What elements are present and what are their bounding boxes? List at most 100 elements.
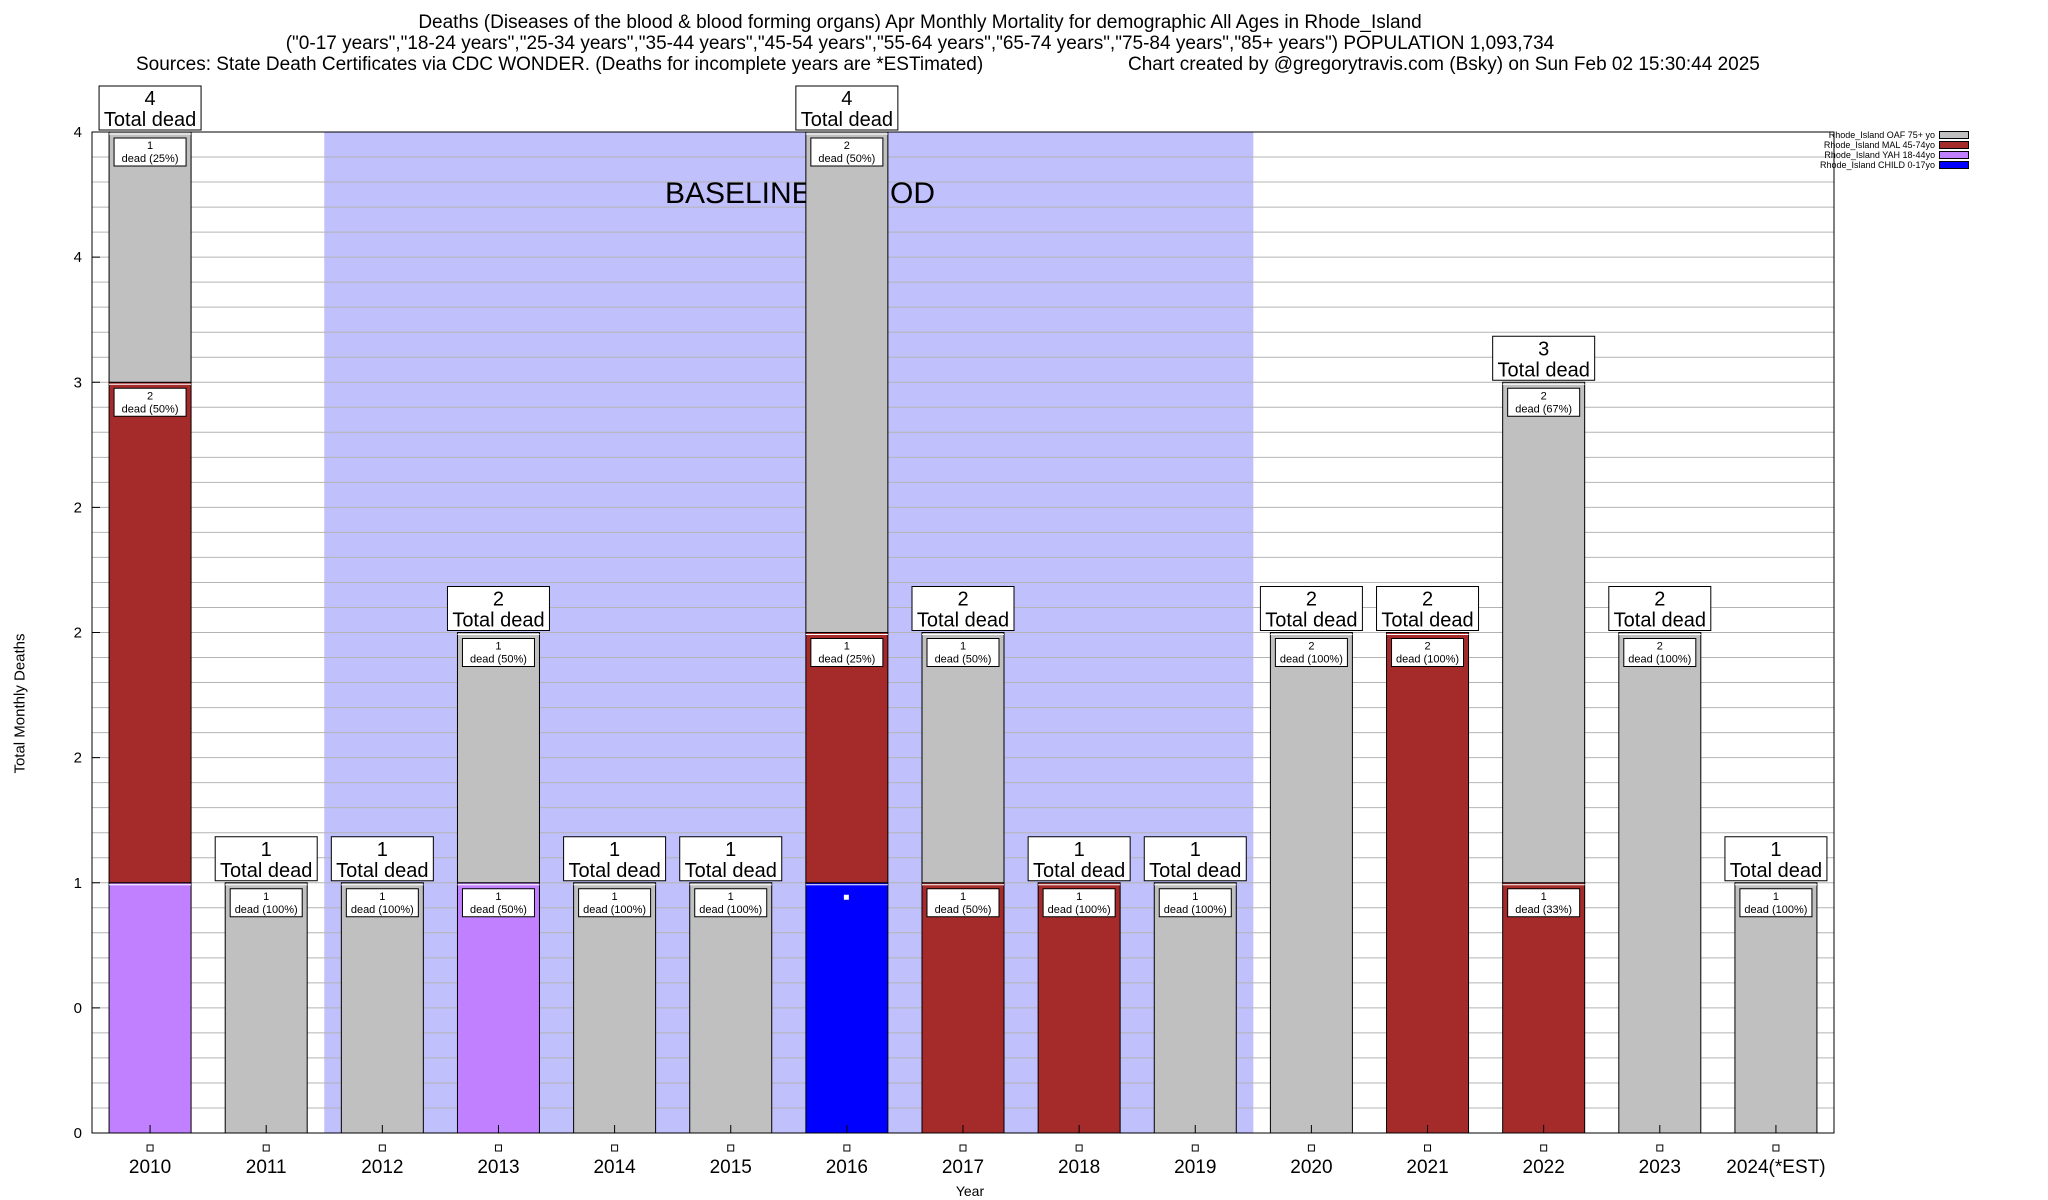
bar-segment <box>1502 381 1586 884</box>
segment-label-box <box>1507 888 1581 918</box>
legend-label: Rhode_Island CHILD 0-17yo <box>1820 160 1936 170</box>
total-label-count: 2 <box>493 589 504 611</box>
segment-label-box <box>926 888 1000 918</box>
total-label-text: Total dead <box>1381 610 1473 632</box>
total-label-count: 4 <box>145 88 156 110</box>
segment-label-box <box>229 888 303 918</box>
legend-item: Rhode_Island CHILD 0-17yo <box>1820 160 1970 170</box>
x-tick-label: 2023 <box>1639 1157 1681 1178</box>
x-tick-label: 2011 <box>246 1157 287 1178</box>
legend-item: Rhode_Island YAH 18-44yo <box>1820 150 1970 160</box>
x-marker <box>1191 1144 1199 1152</box>
x-tick-label: 2019 <box>1174 1157 1216 1178</box>
legend-item: Rhode_Island OAF 75+ yo <box>1820 130 1970 140</box>
total-label-box <box>214 836 318 882</box>
bar-segment <box>224 882 308 1134</box>
x-marker <box>1307 1144 1315 1152</box>
total-label-box <box>1492 335 1596 381</box>
total-label-text: Total dead <box>1033 860 1125 882</box>
total-label-text: Total dead <box>336 860 428 882</box>
total-label-text: Total dead <box>568 860 660 882</box>
segment-label-count: 1 <box>960 641 966 653</box>
total-label-text: Total dead <box>1149 860 1241 882</box>
segment-label-percent: dead (100%) <box>1396 654 1459 666</box>
total-label-count: 1 <box>1190 839 1201 861</box>
x-marker <box>727 1144 735 1152</box>
segment-label-count: 1 <box>263 891 269 903</box>
segment-label-count: 1 <box>844 641 850 653</box>
bar-segment <box>921 882 1005 1134</box>
x-marker <box>611 1144 619 1152</box>
segment-label-count: 1 <box>1541 891 1547 903</box>
x-marker <box>959 1144 967 1152</box>
chart-credit: Chart created by @gregorytravis.com (Bsk… <box>1128 54 1760 75</box>
bar-segment <box>456 632 540 884</box>
segment-label-percent: dead (100%) <box>1280 654 1343 666</box>
segment-label-count: 1 <box>728 891 734 903</box>
total-label-box <box>446 586 550 631</box>
legend-swatch <box>1939 161 1970 169</box>
bar-segment <box>921 632 1005 884</box>
legend-label: Rhode_Island MAL 45-74yo <box>1823 140 1936 150</box>
total-label-text: Total dead <box>685 860 777 882</box>
total-label-box <box>563 836 667 882</box>
legend-swatch <box>1939 151 1970 159</box>
segment-label-percent: dead (100%) <box>1164 904 1227 916</box>
segment-label-box <box>1623 638 1697 667</box>
total-label-box <box>1608 586 1712 631</box>
x-tick-label: 2017 <box>942 1157 984 1178</box>
plot-frame <box>91 131 1835 1134</box>
x-tick-label: 2013 <box>477 1157 519 1178</box>
total-label-count: 1 <box>377 839 388 861</box>
segment-label-count: 1 <box>1076 891 1082 903</box>
bar-segment <box>805 131 889 633</box>
x-tick-label: 2020 <box>1290 1157 1332 1178</box>
segment-label-box <box>1274 638 1348 667</box>
segment-label-count: 2 <box>1308 641 1314 653</box>
total-label-text: Total dead <box>1730 860 1822 882</box>
bar-segment <box>108 882 192 1134</box>
bar-segment <box>573 882 657 1134</box>
segment-label-count: 1 <box>495 641 501 653</box>
x-tick-label: 2015 <box>710 1157 752 1178</box>
bar-segment <box>1037 882 1121 1134</box>
segment-label-count: 1 <box>1773 891 1779 903</box>
chart-sources: Sources: State Death Certificates via CD… <box>136 54 984 75</box>
y-axis-label: Total Monthly Deaths <box>11 633 29 774</box>
chart-title-line2: ("0-17 years","18-24 years","25-34 years… <box>285 33 1555 54</box>
x-marker <box>1540 1144 1548 1152</box>
segment-label-count: 2 <box>1424 641 1430 653</box>
segment-label-count: 1 <box>147 140 153 152</box>
segment-label-box <box>345 888 419 918</box>
segment-label-percent: dead (50%) <box>122 403 179 415</box>
total-label-count: 4 <box>841 88 852 110</box>
x-tick-label: 2022 <box>1523 1157 1565 1178</box>
segment-label-percent: dead (25%) <box>818 654 875 666</box>
segment-label-box <box>810 638 884 667</box>
segment-label-percent: dead (50%) <box>470 904 527 916</box>
segment-label-box <box>810 137 884 167</box>
legend-item: Rhode_Island MAL 45-74yo <box>1820 140 1970 150</box>
x-marker <box>378 1144 386 1152</box>
total-label-count: 1 <box>1770 839 1781 861</box>
total-label-text: Total dead <box>1498 359 1590 381</box>
bar-segment <box>1269 632 1353 1134</box>
y-tick-label: 3 <box>74 374 82 391</box>
segment-label-count: 1 <box>495 891 501 903</box>
chart-title-line1: Deaths (Diseases of the blood & blood fo… <box>418 12 1422 33</box>
y-tick-label: 0 <box>74 1125 82 1142</box>
segment-label-count: 2 <box>844 140 850 152</box>
segment-label-percent: dead (50%) <box>935 654 992 666</box>
segment-label-count: 1 <box>612 891 618 903</box>
y-tick-label: 2 <box>74 625 82 642</box>
bar-segment <box>1153 882 1237 1134</box>
x-marker <box>494 1144 502 1152</box>
bar-segment <box>1734 882 1818 1134</box>
segment-label-count: 1 <box>960 891 966 903</box>
bar-segment <box>689 882 773 1134</box>
total-label-text: Total dead <box>1265 610 1357 632</box>
segment-label-box <box>113 137 187 167</box>
total-label-text: Total dead <box>801 109 893 131</box>
segment-label-percent: dead (50%) <box>470 654 527 666</box>
